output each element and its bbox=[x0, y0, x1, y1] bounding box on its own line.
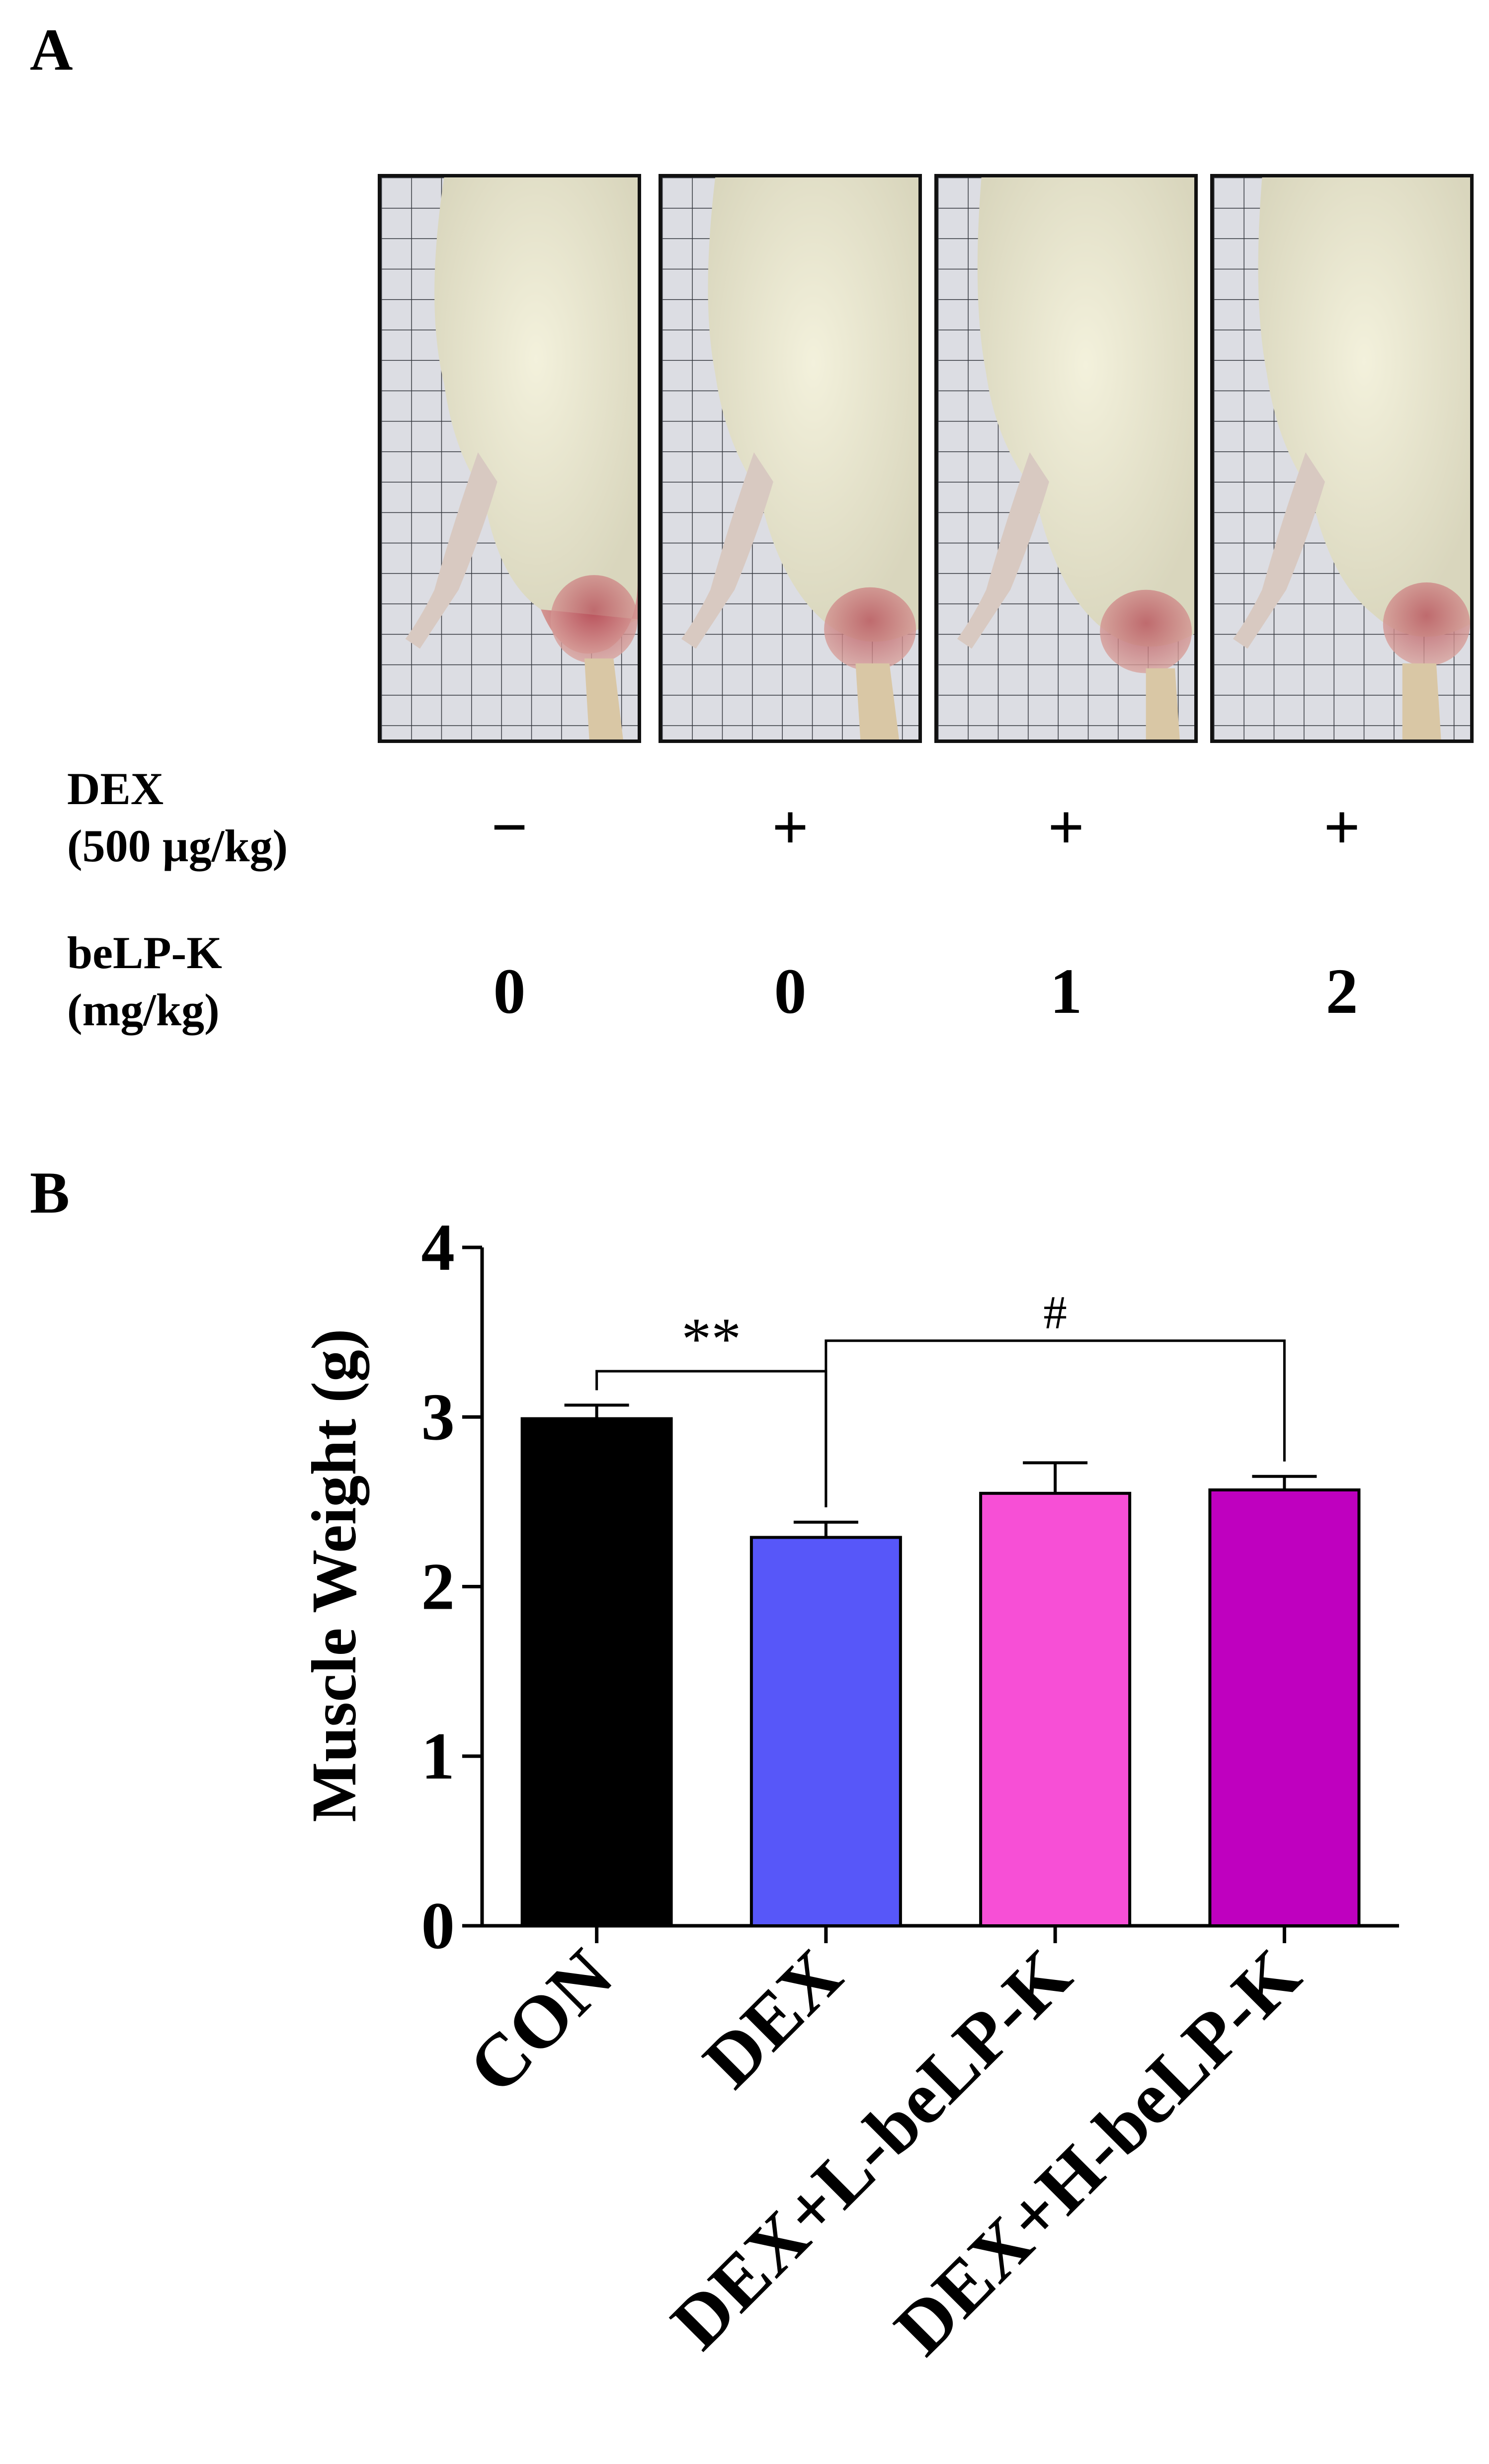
x-tick-label: CON bbox=[453, 1934, 628, 2109]
rat-hindlimb-photo bbox=[378, 174, 641, 743]
dex-label: DEX bbox=[67, 763, 164, 814]
y-axis-label: Muscle Weight (g) bbox=[299, 1328, 369, 1822]
belpk-value: 0 bbox=[493, 956, 526, 1027]
rat-hindlimb-photo bbox=[1210, 174, 1474, 743]
significance-bracket bbox=[825, 1339, 1286, 1507]
y-tick-label: 0 bbox=[421, 1889, 455, 1963]
belpk-dose-label: beLP-K (mg/kg) bbox=[67, 924, 222, 1039]
significance-label: # bbox=[1043, 1286, 1067, 1339]
y-tick-label: 3 bbox=[421, 1380, 455, 1454]
x-tick-label: DEX bbox=[688, 1934, 857, 2103]
y-tick-label: 1 bbox=[421, 1720, 455, 1794]
panel-b-letter: B bbox=[30, 1159, 70, 1226]
panel-a-letter: A bbox=[30, 16, 73, 82]
bar bbox=[749, 1536, 902, 1928]
bar bbox=[520, 1417, 673, 1928]
bar bbox=[979, 1491, 1132, 1927]
dex-value: − bbox=[491, 792, 528, 863]
y-tick-label: 4 bbox=[421, 1211, 455, 1285]
belpk-value: 0 bbox=[774, 956, 807, 1027]
x-tick-label: DEX+H-beLP-K bbox=[879, 1934, 1316, 2371]
bar bbox=[1208, 1488, 1361, 1928]
belpk-unit-label: (mg/kg) bbox=[67, 985, 220, 1035]
dex-unit-label: (500 µg/kg) bbox=[67, 821, 288, 871]
belpk-value: 2 bbox=[1325, 956, 1358, 1027]
significance-label: ** bbox=[681, 1306, 741, 1372]
dex-value: + bbox=[1323, 792, 1361, 863]
belpk-value: 1 bbox=[1050, 956, 1082, 1027]
dex-value: + bbox=[1047, 792, 1085, 863]
dex-value: + bbox=[771, 792, 809, 863]
y-tick-label: 2 bbox=[421, 1550, 455, 1624]
rat-hindlimb-photo bbox=[659, 174, 922, 743]
x-tick-label: DEX+L-beLP-K bbox=[656, 1934, 1086, 2365]
rat-hindlimb-photo bbox=[934, 174, 1198, 743]
belpk-label: beLP-K bbox=[67, 927, 222, 978]
dex-dose-label: DEX (500 µg/kg) bbox=[67, 760, 288, 875]
